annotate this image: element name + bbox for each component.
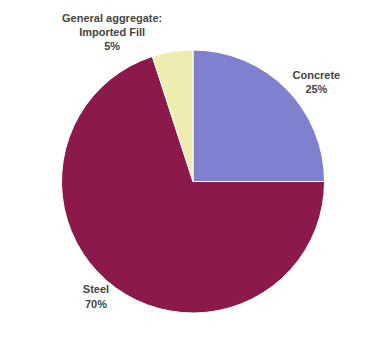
- svg-text:Concrete25%: Concrete25%: [293, 69, 341, 95]
- svg-text:General aggregate:Imported Fil: General aggregate:Imported Fill5%: [62, 12, 162, 53]
- svg-text:Steel70%: Steel70%: [83, 283, 109, 309]
